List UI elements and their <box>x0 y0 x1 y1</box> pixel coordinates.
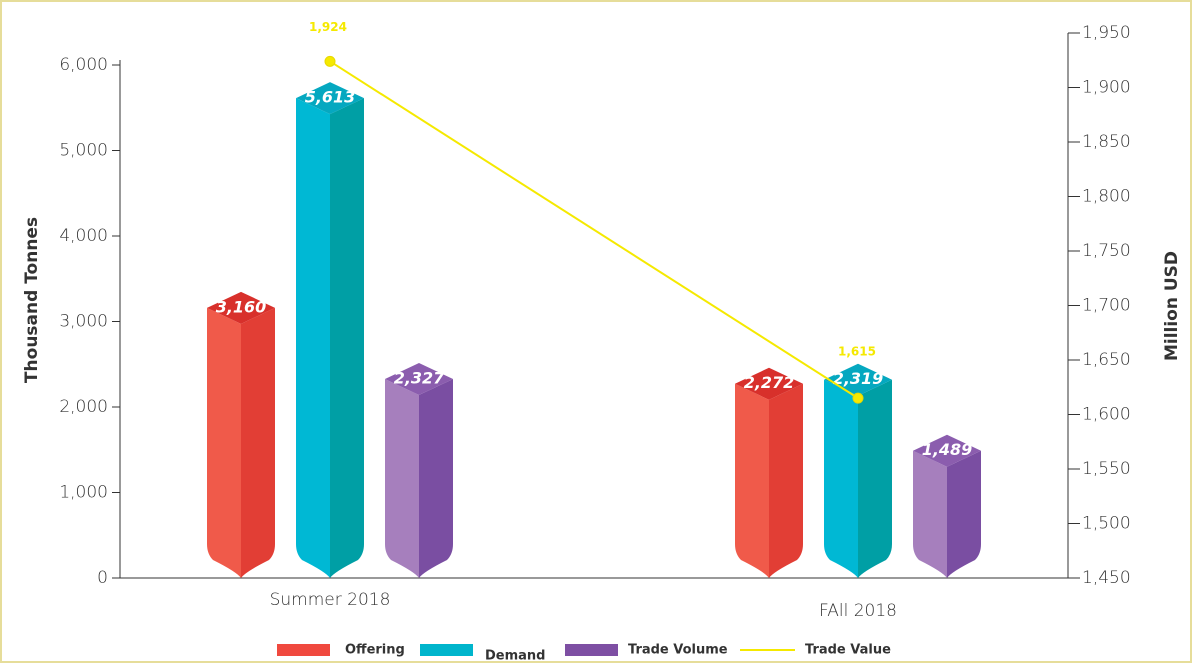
bar-cap <box>296 82 364 115</box>
line-point <box>852 392 864 404</box>
bar-cap <box>385 363 453 396</box>
x-tick-label: FAll 2018 <box>819 601 897 621</box>
bar-left <box>913 450 947 578</box>
bar-value-label: 3,160 <box>216 297 267 316</box>
y2-tick-label: 1,900 <box>1082 78 1131 98</box>
y2-tick-label: 1,600 <box>1082 405 1131 425</box>
bar-left <box>385 379 419 578</box>
y2-tick-label: 1,450 <box>1082 568 1131 588</box>
legend-label: Trade Value <box>805 643 891 658</box>
bar-right <box>947 450 981 578</box>
bar-left <box>207 307 241 578</box>
bar-right <box>330 98 364 578</box>
y2-tick-label: 1,650 <box>1082 350 1131 370</box>
bar-cap <box>207 291 275 324</box>
legend-label: Offering <box>345 643 405 658</box>
legend-swatch <box>277 644 330 656</box>
bar-right <box>419 379 453 578</box>
line-point <box>324 55 336 67</box>
y-tick-label: 1,000 <box>59 483 108 503</box>
y-tick-label: 5,000 <box>59 141 108 161</box>
bar-cap <box>735 367 803 400</box>
bar-right <box>241 307 275 578</box>
y-tick-label: 4,000 <box>59 226 108 246</box>
legend-label: Demand <box>485 649 546 663</box>
y-tick-label: 3,000 <box>59 312 108 332</box>
bar-value-label: 2,272 <box>744 373 795 392</box>
y-tick-label: 0 <box>97 568 108 588</box>
bar-value-label: 1,489 <box>922 440 973 459</box>
line-value-label: 1,924 <box>309 20 347 34</box>
legend-label: Trade Volume <box>628 643 728 658</box>
y2-axis-title: Million USD <box>1162 251 1182 361</box>
y2-tick-label: 1,550 <box>1082 459 1131 479</box>
bar-right <box>769 383 803 578</box>
y2-tick-label: 1,700 <box>1082 296 1131 316</box>
legend-swatch <box>420 644 473 656</box>
y-axis-title: Thousand Tonnes <box>22 217 42 383</box>
bar-value-label: 2,319 <box>833 369 884 388</box>
y2-tick-label: 1,750 <box>1082 241 1131 261</box>
bar-value-label: 2,327 <box>394 369 445 388</box>
bar-left <box>735 383 769 578</box>
bar-left <box>824 379 858 578</box>
line-value-label: 1,615 <box>838 345 876 359</box>
trade-value-line <box>329 60 859 399</box>
bar-right <box>858 379 892 578</box>
y2-tick-label: 1,800 <box>1082 187 1131 207</box>
y-tick-label: 6,000 <box>59 55 108 75</box>
y2-tick-label: 1,500 <box>1082 514 1131 534</box>
legend-swatch <box>565 644 618 656</box>
y2-tick-label: 1,850 <box>1082 132 1131 152</box>
y-tick-label: 2,000 <box>59 397 108 417</box>
bar-left <box>296 98 330 578</box>
y2-tick-label: 1,950 <box>1082 23 1131 43</box>
bar-value-label: 5,613 <box>305 88 356 107</box>
x-tick-label: Summer 2018 <box>270 590 391 610</box>
bar-cap <box>913 434 981 467</box>
